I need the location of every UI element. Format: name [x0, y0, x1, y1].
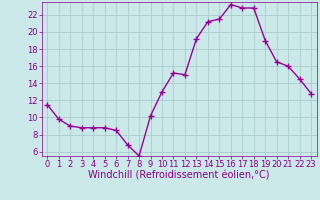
X-axis label: Windchill (Refroidissement éolien,°C): Windchill (Refroidissement éolien,°C) — [88, 171, 270, 181]
